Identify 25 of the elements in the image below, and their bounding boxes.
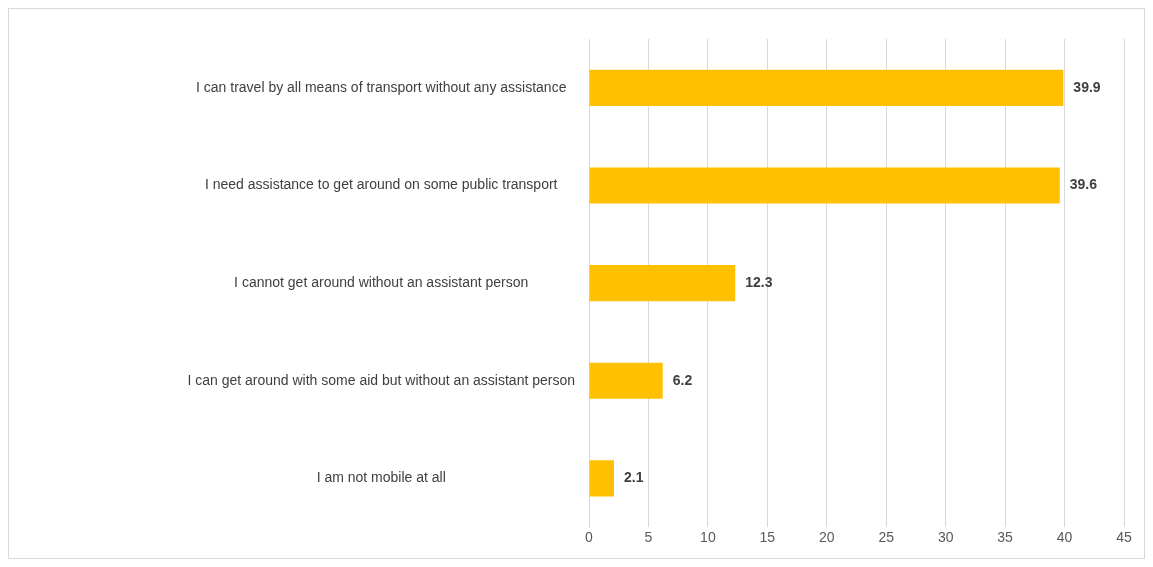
y-tick-label: I am not mobile at all bbox=[316, 469, 446, 486]
x-tick-label: 5 bbox=[644, 529, 653, 546]
bar bbox=[589, 69, 1064, 106]
y-tick-label: I can travel by all means of transport without any assistance bbox=[196, 78, 567, 95]
data-label: 2.1 bbox=[623, 469, 644, 486]
y-tick-label: I need assistance to get around on some public transport bbox=[204, 176, 558, 193]
x-tick-label: 15 bbox=[759, 529, 776, 546]
y-tick-label: I cannot get around without an assistant person bbox=[234, 273, 529, 290]
data-label: 6.2 bbox=[672, 371, 693, 388]
x-tick-label: 45 bbox=[1116, 529, 1132, 546]
x-tick-label: 0 bbox=[585, 529, 594, 546]
x-tick-label: 30 bbox=[937, 529, 954, 546]
data-label: 39.6 bbox=[1069, 176, 1098, 193]
x-tick-label: 35 bbox=[997, 529, 1014, 546]
bar bbox=[589, 265, 736, 302]
bar bbox=[589, 362, 663, 399]
x-tick-label: 40 bbox=[1056, 529, 1073, 546]
x-tick-label: 25 bbox=[878, 529, 895, 546]
bar bbox=[589, 460, 614, 497]
data-label: 39.9 bbox=[1073, 78, 1101, 95]
x-tick-label: 20 bbox=[818, 529, 835, 546]
x-tick-label: 10 bbox=[700, 529, 716, 546]
bar bbox=[589, 167, 1060, 204]
y-tick-label: I can get around with some aid but without an assistant person bbox=[187, 371, 576, 388]
data-label: 12.3 bbox=[745, 273, 773, 290]
